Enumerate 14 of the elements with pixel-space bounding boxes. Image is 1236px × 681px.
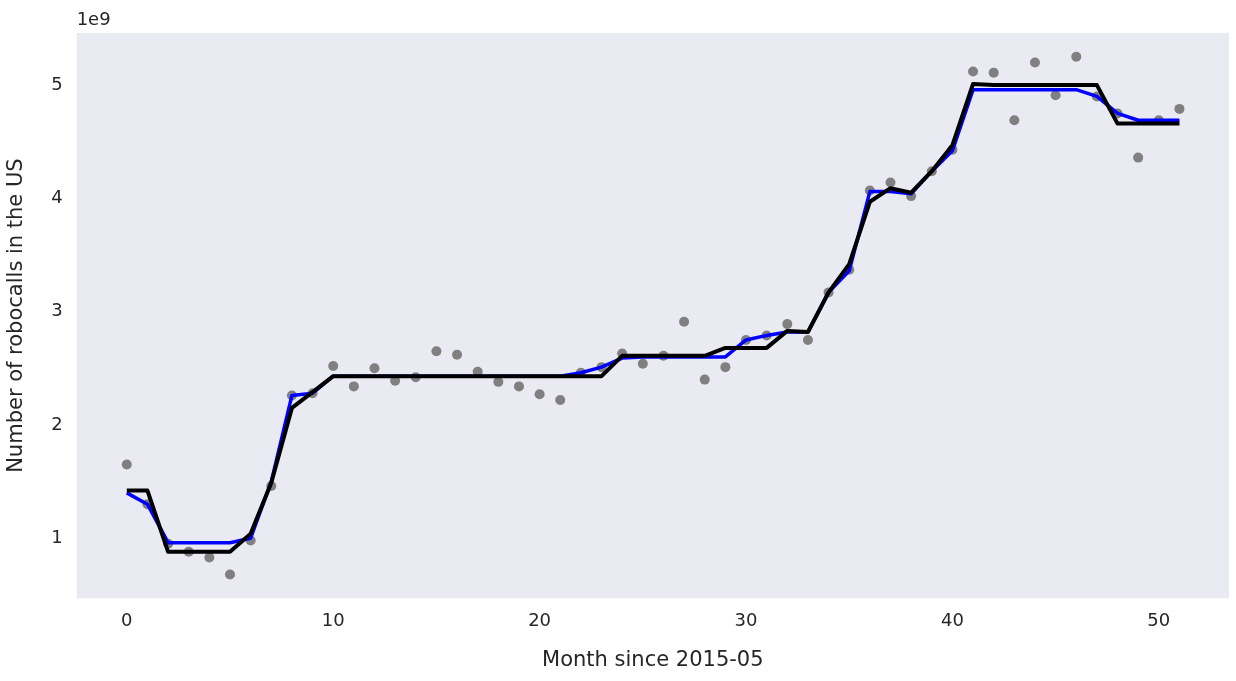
x-tick-label: 0 [121, 608, 133, 630]
text: 1e9 [76, 7, 111, 29]
y-tick-label: 4 [51, 186, 63, 208]
x-tick-label: 50 [1147, 608, 1171, 630]
x-tick-label: 30 [734, 608, 758, 630]
y-tick-label: 1 [51, 525, 63, 547]
y-axis-title: Number of robocalls in the US [3, 158, 28, 473]
x-tick-label: 10 [321, 608, 345, 630]
x-tick-label: 20 [528, 608, 552, 630]
x-tick-label: 40 [940, 608, 964, 630]
y-tick-label: 2 [51, 412, 63, 434]
x-axis-title: Month since 2015-05 [542, 646, 764, 671]
y-tick-label: 3 [51, 299, 63, 321]
y-tick-label: 5 [51, 72, 63, 94]
